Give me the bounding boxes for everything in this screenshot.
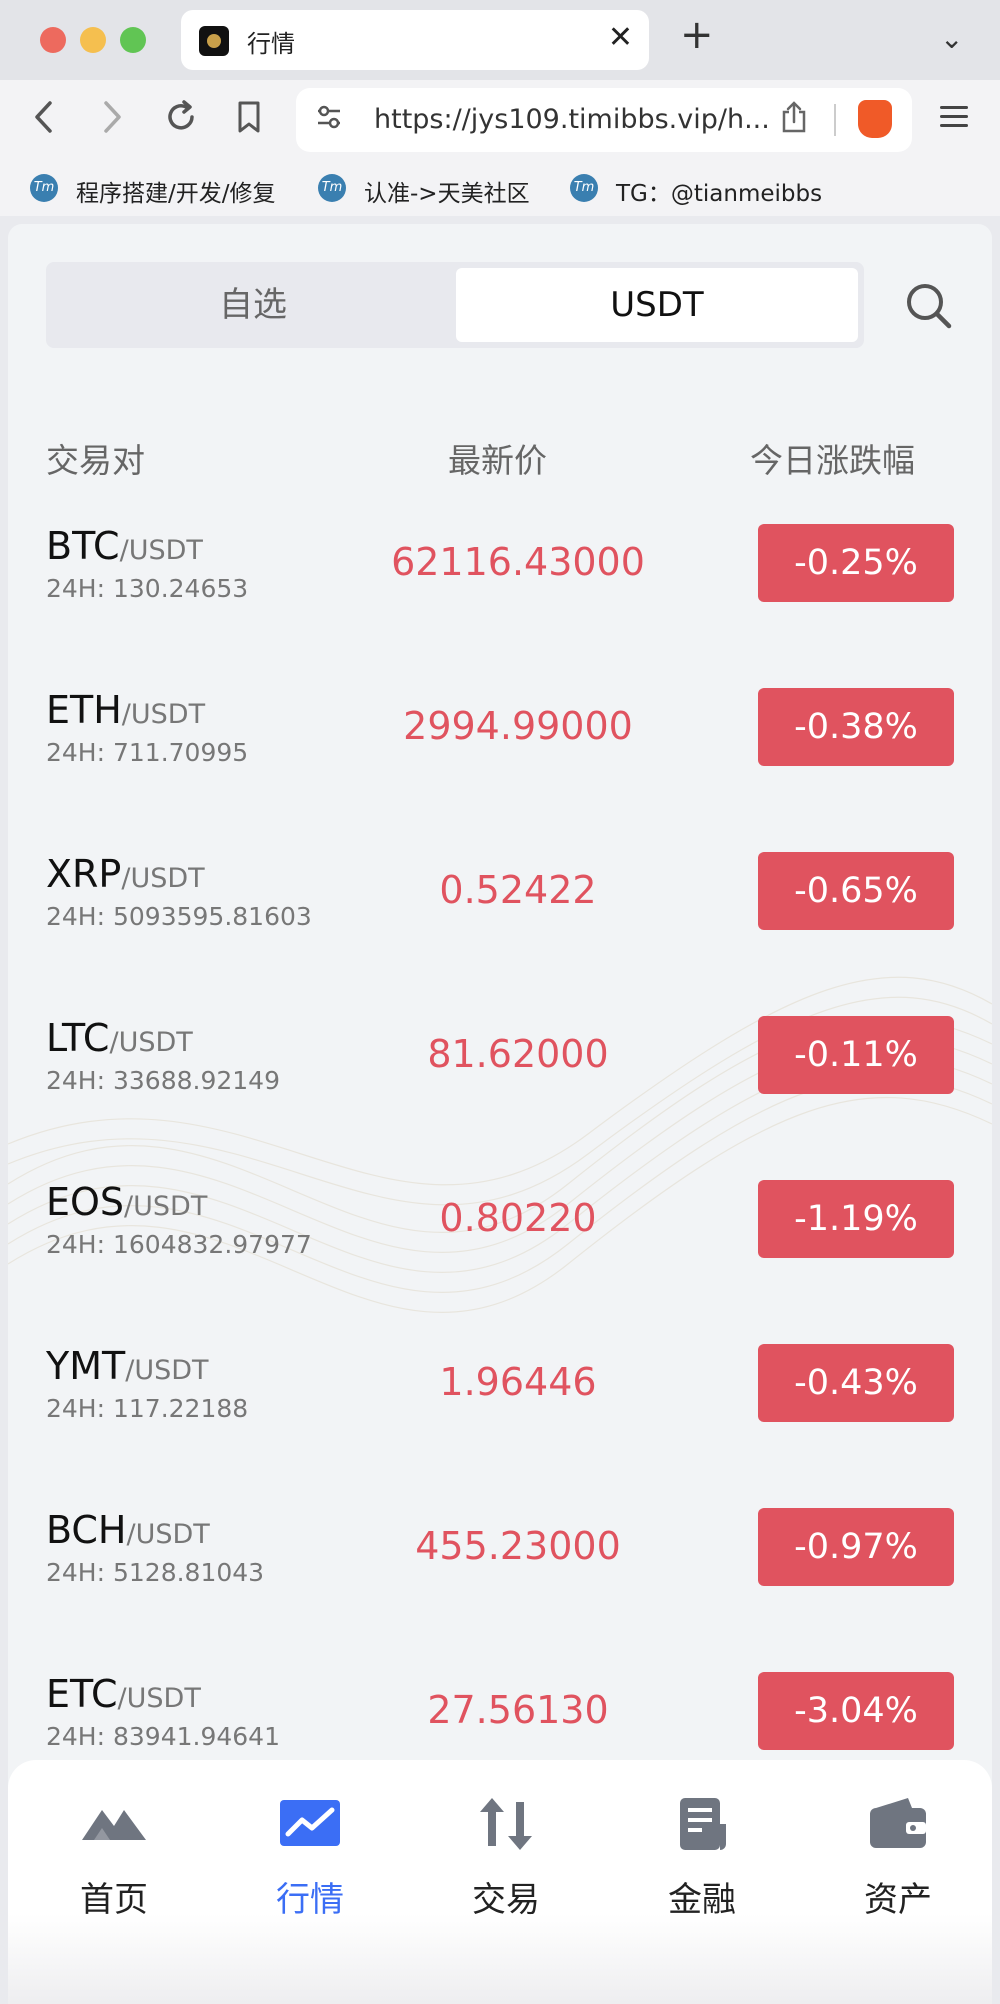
market-row[interactable]: ETC/USDT 24H: 83941.94641 27.56130 -3.04…	[8, 1672, 992, 1836]
last-price: 27.56130	[427, 1688, 609, 1732]
zoom-window-button[interactable]	[120, 27, 146, 53]
nav-assets[interactable]: 资产	[818, 1794, 978, 1934]
last-price: 62116.43000	[391, 540, 645, 584]
volume-24h: 24H: 5093595.81603	[46, 902, 312, 931]
minimize-window-button[interactable]	[80, 27, 106, 53]
search-icon[interactable]	[903, 280, 955, 332]
market-row[interactable]: BCH/USDT 24H: 5128.81043 455.23000 -0.97…	[8, 1508, 992, 1672]
last-price: 81.62000	[427, 1032, 609, 1076]
bookmark-favicon-icon: Tm	[318, 174, 346, 202]
nav-trade[interactable]: 交易	[426, 1794, 586, 1934]
chevron-down-icon[interactable]: ⌄	[940, 22, 964, 55]
bookmark-favicon-icon: Tm	[570, 174, 598, 202]
pair-symbol: YMT/USDT	[46, 1344, 209, 1388]
bottom-nav: 首页 行情 交易 金融 资产	[8, 1760, 992, 2004]
volume-24h: 24H: 711.70995	[46, 738, 249, 767]
volume-24h: 24H: 83941.94641	[46, 1722, 280, 1751]
market-row[interactable]: BTC/USDT 24H: 130.24653 62116.43000 -0.2…	[8, 524, 992, 688]
back-icon[interactable]	[32, 100, 56, 143]
close-window-button[interactable]	[40, 27, 66, 53]
pair-symbol: LTC/USDT	[46, 1016, 193, 1060]
pair-symbol: ETC/USDT	[46, 1672, 201, 1716]
last-price: 1.96446	[439, 1360, 597, 1404]
header-pair: 交易对	[46, 441, 145, 480]
bookmark-favicon-icon: Tm	[30, 174, 58, 202]
market-row[interactable]: LTC/USDT 24H: 33688.92149 81.62000 -0.11…	[8, 1016, 992, 1180]
pair-symbol: BCH/USDT	[46, 1508, 210, 1552]
nav-finance[interactable]: 金融	[622, 1794, 782, 1934]
change-badge: -0.38%	[758, 688, 954, 766]
last-price: 2994.99000	[403, 704, 633, 748]
last-price: 0.80220	[439, 1196, 597, 1240]
last-price: 455.23000	[415, 1524, 621, 1568]
active-tab[interactable]: 行情 ✕	[181, 10, 649, 70]
tab-favorites[interactable]: 自选	[219, 285, 287, 325]
mountain-icon	[82, 1810, 146, 1840]
bookmark-icon[interactable]	[236, 100, 262, 143]
change-badge: -1.19%	[758, 1180, 954, 1258]
new-tab-icon[interactable]: +	[680, 12, 714, 58]
change-badge: -0.97%	[758, 1508, 954, 1586]
transfer-arrows-icon	[480, 1798, 532, 1850]
market-row[interactable]: XRP/USDT 24H: 5093595.81603 0.52422 -0.6…	[8, 852, 992, 1016]
volume-24h: 24H: 33688.92149	[46, 1066, 280, 1095]
menu-icon[interactable]	[940, 100, 968, 133]
change-badge: -0.11%	[758, 1016, 954, 1094]
share-icon[interactable]	[780, 100, 808, 142]
forward-icon[interactable]	[100, 100, 124, 143]
document-icon	[680, 1798, 726, 1850]
volume-24h: 24H: 1604832.97977	[46, 1230, 312, 1259]
header-change: 今日涨跌幅	[750, 441, 915, 480]
pair-symbol: ETH/USDT	[46, 688, 206, 732]
volume-24h: 24H: 5128.81043	[46, 1558, 265, 1587]
reload-icon[interactable]	[164, 100, 198, 143]
tab-strip: 行情 ✕ + ⌄	[0, 0, 1000, 80]
volume-24h: 24H: 117.22188	[46, 1394, 249, 1423]
change-badge: -0.65%	[758, 852, 954, 930]
tab-usdt[interactable]: USDT	[456, 268, 858, 342]
tab-title: 行情	[247, 30, 295, 58]
pair-symbol: EOS/USDT	[46, 1180, 208, 1224]
market-row[interactable]: ETH/USDT 24H: 711.70995 2994.99000 -0.38…	[8, 688, 992, 852]
market-row[interactable]: YMT/USDT 24H: 117.22188 1.96446 -0.43%	[8, 1344, 992, 1508]
market-tabs: 自选 USDT	[46, 262, 864, 348]
last-price: 0.52422	[439, 868, 597, 912]
url-text[interactable]: https://jys109.timibbs.vip/h...	[374, 104, 770, 135]
bookmarks-bar: Tm 程序搭建/开发/修复 Tm 认准->天美社区 Tm TG：@tianmei…	[0, 160, 1000, 216]
nav-market[interactable]: 行情	[230, 1794, 390, 1934]
url-divider	[834, 104, 836, 136]
pair-symbol: BTC/USDT	[46, 524, 203, 568]
nav-home[interactable]: 首页	[34, 1794, 194, 1934]
change-badge: -3.04%	[758, 1672, 954, 1750]
brave-shields-icon[interactable]	[858, 100, 892, 138]
site-settings-icon[interactable]	[314, 102, 344, 139]
pair-symbol: XRP/USDT	[46, 852, 205, 896]
close-tab-icon[interactable]: ✕	[607, 20, 633, 55]
address-bar[interactable]: https://jys109.timibbs.vip/h...	[296, 88, 912, 152]
volume-24h: 24H: 130.24653	[46, 574, 249, 603]
market-page: 自选 USDT 交易对 最新价 今日涨跌幅 BTC/USDT 24H: 130.…	[8, 224, 992, 2004]
wallet-icon	[870, 1798, 926, 1848]
market-row[interactable]: EOS/USDT 24H: 1604832.97977 0.80220 -1.1…	[8, 1180, 992, 1344]
header-price: 最新价	[448, 441, 547, 480]
chart-icon	[280, 1800, 340, 1846]
change-badge: -0.43%	[758, 1344, 954, 1422]
browser-toolbar: https://jys109.timibbs.vip/h...	[0, 80, 1000, 160]
change-badge: -0.25%	[758, 524, 954, 602]
site-favicon-icon	[199, 26, 229, 56]
